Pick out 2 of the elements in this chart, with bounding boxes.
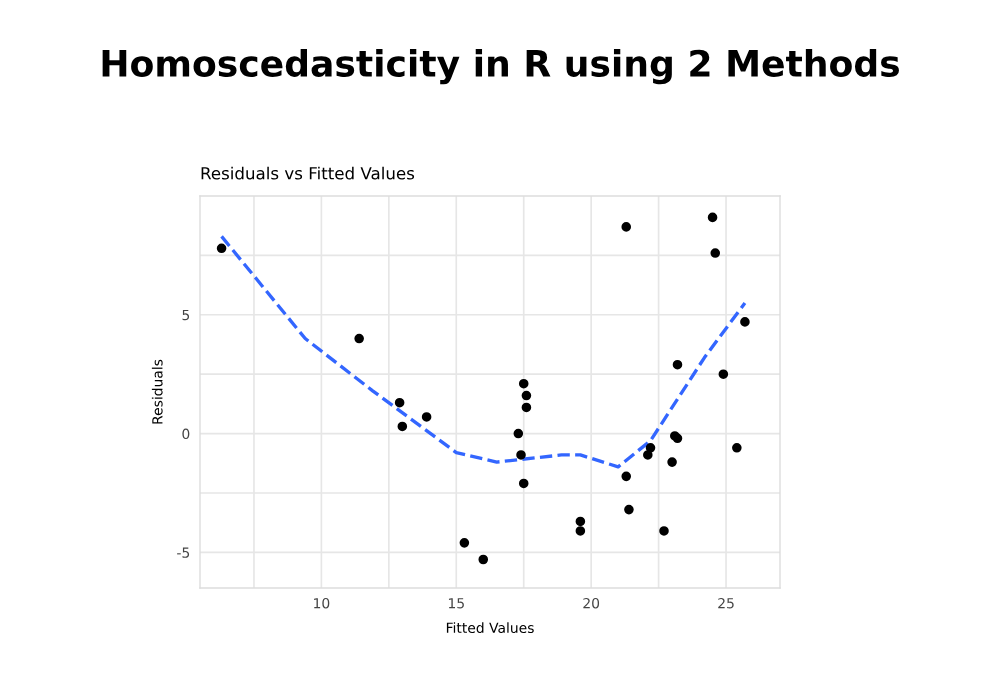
chart-subtitle: Residuals vs Fitted Values bbox=[201, 166, 415, 180]
chart-title: Homoscedasticity in R using 2 Methods bbox=[102, 49, 899, 85]
